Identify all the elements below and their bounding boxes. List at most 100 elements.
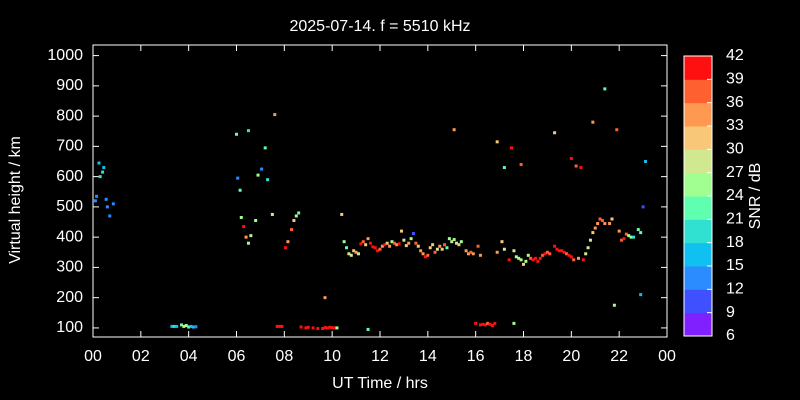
point: [600, 219, 604, 223]
x-tick-label: 20: [562, 348, 580, 365]
colorbar-tick-label: 42: [726, 47, 744, 64]
point: [345, 246, 349, 250]
point: [560, 249, 564, 253]
point: [306, 325, 310, 329]
x-tick-label: 10: [323, 348, 341, 365]
y-axis-label: Virtual height / km: [7, 136, 24, 264]
colorbar-tick-label: 15: [726, 257, 744, 274]
point: [316, 327, 320, 331]
point: [641, 205, 645, 209]
x-tick-label: 02: [132, 348, 150, 365]
point: [447, 237, 451, 241]
point: [526, 253, 530, 257]
point: [102, 166, 106, 170]
colorbar-band: [684, 126, 712, 150]
point: [246, 241, 250, 245]
point: [376, 249, 380, 253]
point: [502, 166, 506, 170]
point: [290, 228, 294, 232]
point: [383, 243, 387, 247]
point: [97, 161, 101, 165]
point: [179, 323, 183, 327]
point: [474, 321, 478, 325]
point: [529, 256, 533, 260]
point: [495, 140, 499, 144]
point: [598, 217, 602, 221]
point: [476, 244, 480, 248]
point: [574, 164, 578, 168]
point: [502, 247, 506, 251]
point: [459, 240, 463, 244]
point: [553, 244, 557, 248]
point: [93, 199, 97, 203]
colorbar-band: [684, 312, 712, 337]
point: [414, 241, 418, 245]
point: [443, 243, 447, 247]
point: [311, 326, 315, 330]
point: [172, 324, 176, 328]
x-tick-label: 00: [84, 348, 102, 365]
point: [438, 244, 442, 248]
point: [292, 219, 296, 223]
colorbar-tick-label: 18: [726, 234, 744, 251]
colorbar-band: [684, 149, 712, 174]
point: [266, 178, 270, 182]
point: [639, 231, 643, 235]
point: [404, 244, 408, 248]
point: [617, 229, 621, 233]
point: [519, 163, 523, 167]
point: [280, 324, 284, 328]
x-tick-label: 08: [275, 348, 293, 365]
point: [466, 252, 470, 256]
point: [452, 238, 456, 242]
colorbar-band: [684, 102, 712, 127]
point: [284, 246, 288, 250]
point: [385, 241, 389, 245]
point: [366, 327, 370, 331]
point: [392, 241, 396, 245]
point: [591, 231, 595, 235]
colorbar-band: [684, 289, 712, 314]
point: [347, 252, 351, 256]
point: [294, 214, 298, 218]
point: [246, 129, 250, 133]
point: [419, 249, 423, 253]
point: [426, 253, 430, 257]
point: [569, 156, 573, 160]
point: [445, 246, 449, 250]
point: [586, 246, 590, 250]
point: [273, 113, 277, 117]
point: [603, 87, 607, 91]
point: [170, 324, 174, 328]
point: [342, 240, 346, 244]
point: [184, 324, 188, 328]
point: [354, 250, 358, 254]
colorbar-tick-label: 39: [726, 71, 744, 88]
point: [364, 243, 368, 247]
point: [397, 242, 401, 246]
colorbar-band: [684, 196, 712, 220]
point: [373, 246, 377, 250]
point: [643, 159, 647, 163]
point: [108, 214, 112, 218]
point: [495, 250, 499, 254]
point: [330, 326, 334, 330]
x-tick-label: 04: [180, 348, 198, 365]
point: [191, 325, 195, 329]
point: [620, 238, 624, 242]
point: [244, 235, 248, 239]
point: [304, 326, 308, 330]
point: [359, 242, 363, 246]
point: [260, 167, 264, 171]
point: [531, 258, 535, 262]
point: [457, 243, 461, 247]
point: [390, 240, 394, 244]
point: [591, 120, 595, 124]
point: [189, 324, 193, 328]
colorbar-tick-label: 6: [726, 327, 735, 344]
point: [629, 235, 633, 239]
point: [104, 197, 108, 201]
point: [335, 326, 339, 330]
point: [533, 256, 537, 260]
point: [299, 325, 303, 329]
